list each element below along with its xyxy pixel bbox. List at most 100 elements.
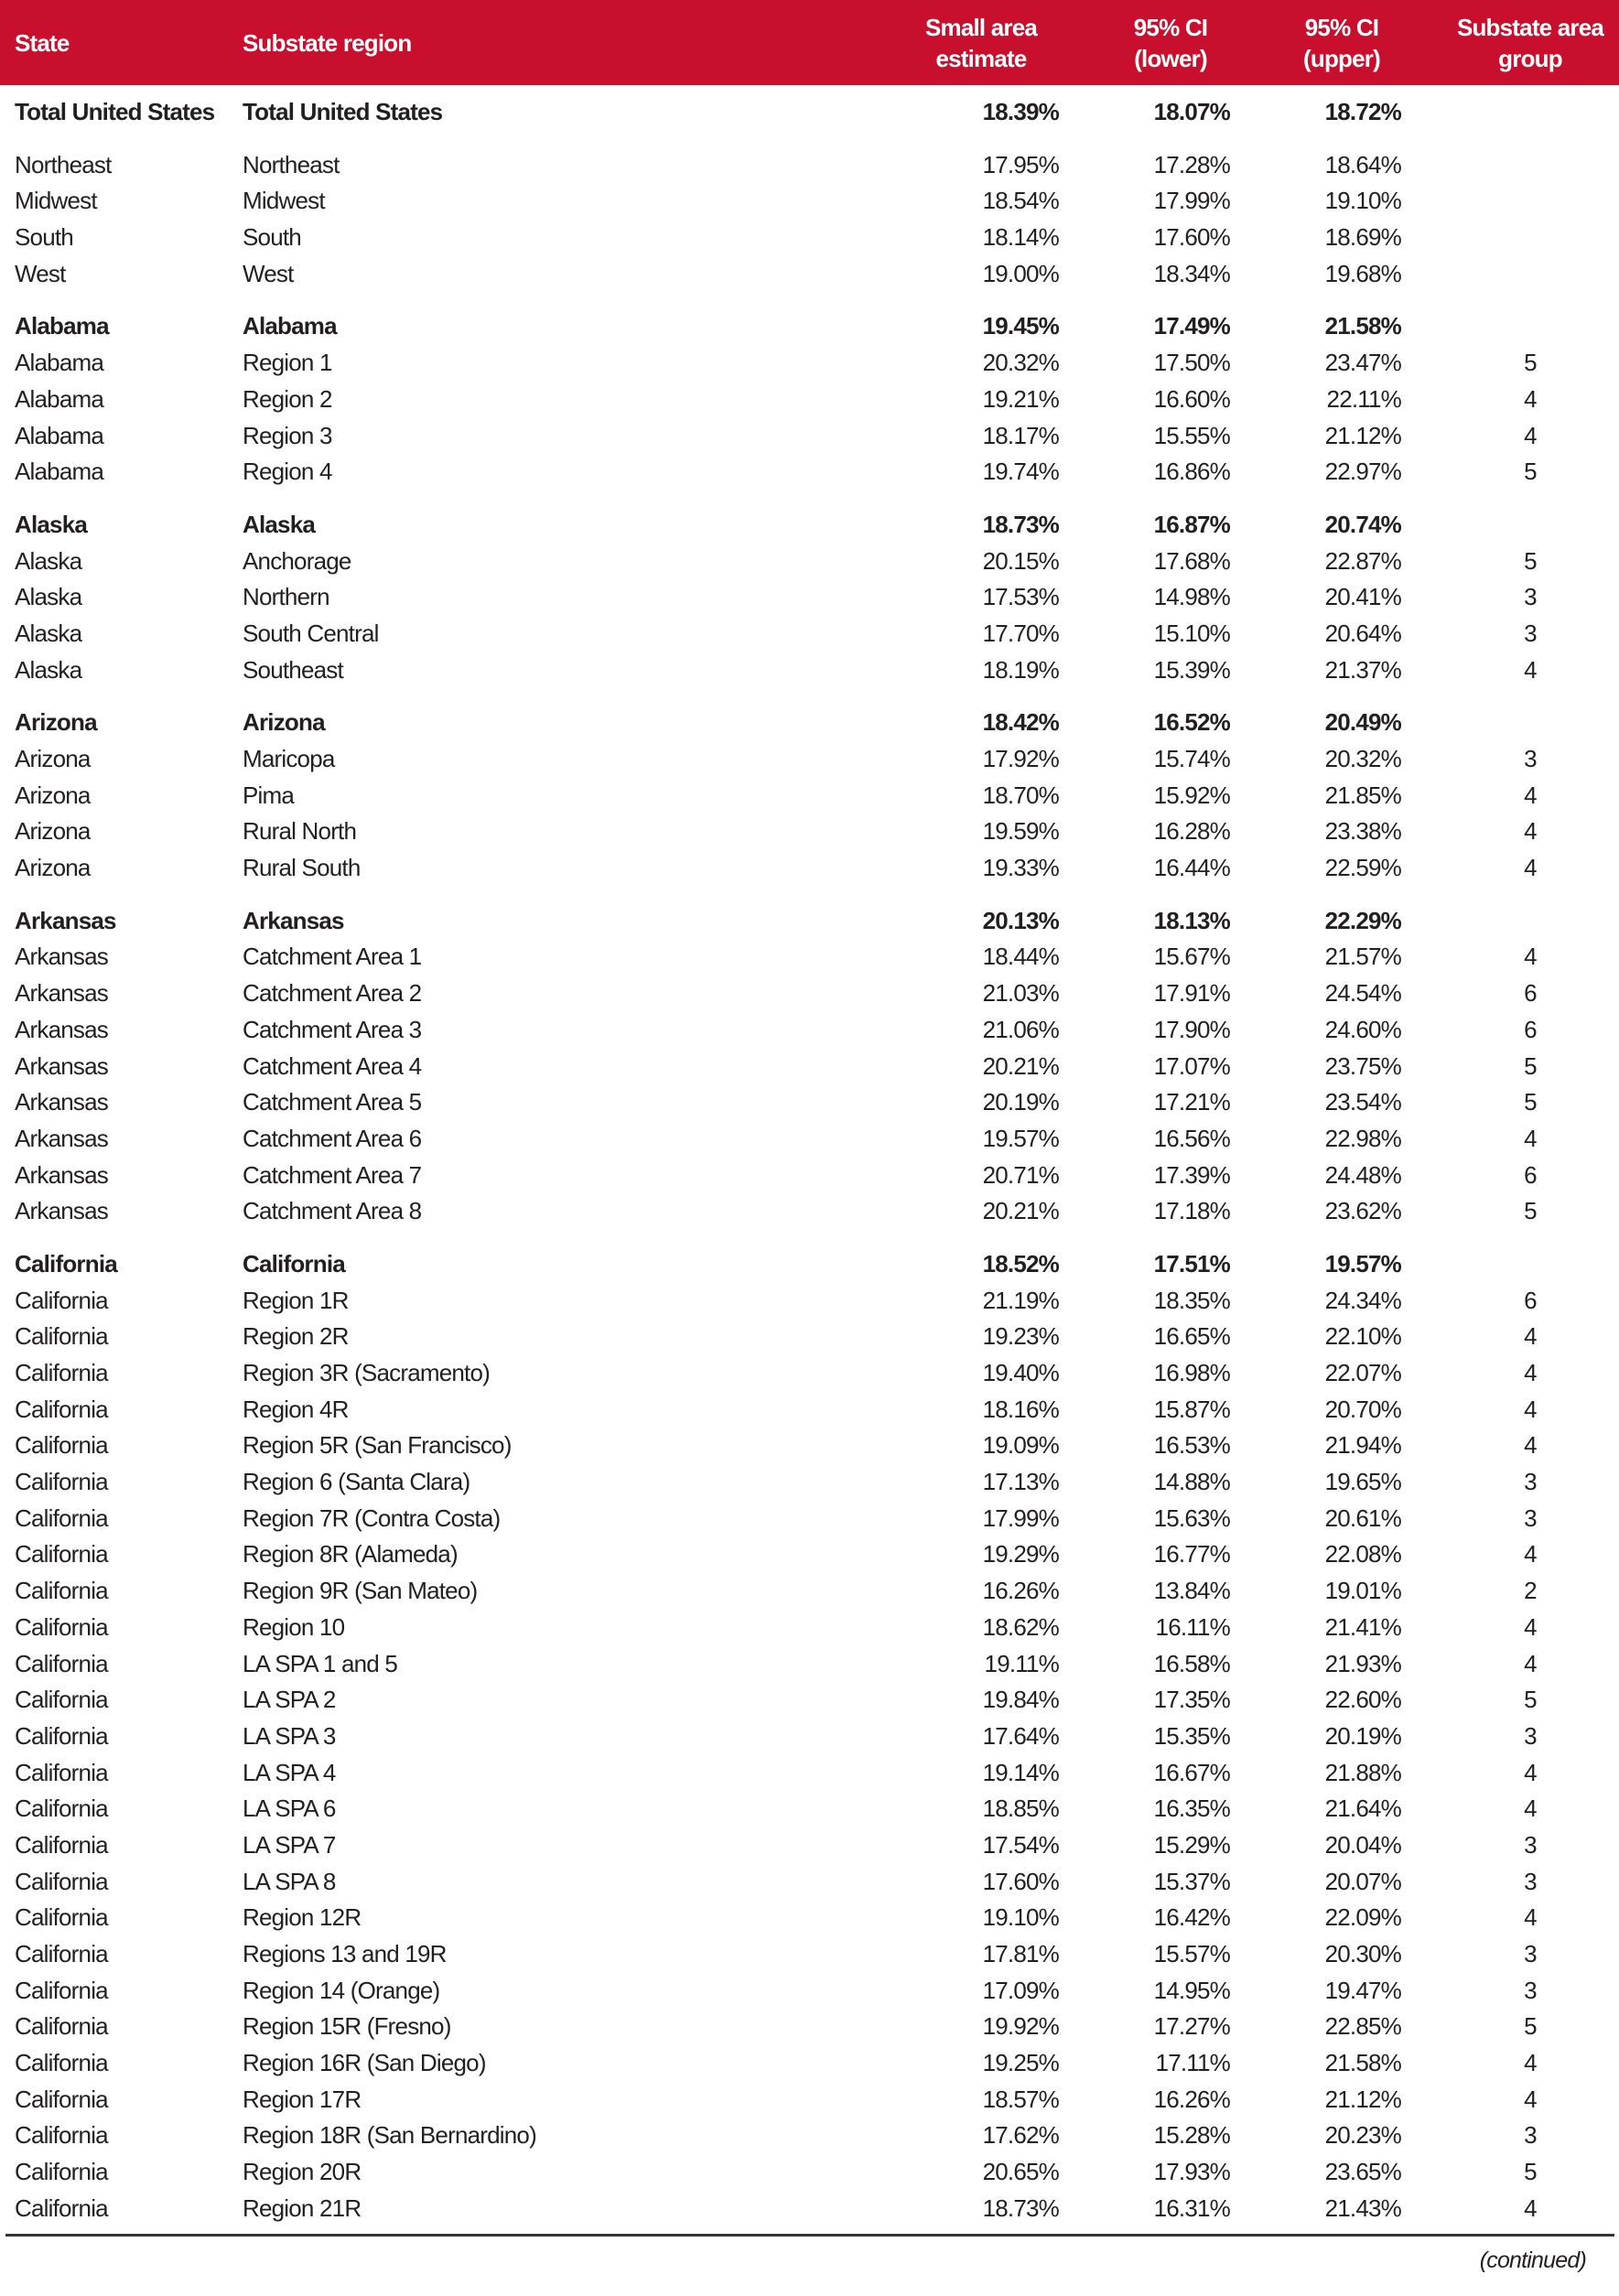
cell-area-group: 3 — [1524, 583, 1537, 611]
header-line: 95% CI — [1304, 14, 1379, 41]
cell-substate-region: Northern — [243, 583, 330, 611]
cell-state: Arkansas — [15, 1124, 109, 1152]
cell-state: California — [15, 2158, 109, 2186]
row-group: Total United States Total United States 18… — [0, 94, 1619, 131]
header-small-area-estimate: Small area estimate — [903, 12, 1059, 74]
cell-estimate: 17.70% — [982, 619, 1060, 647]
row-group: Alabama Alabama 19.45% 17.49% 21.58% Alabama R… — [0, 308, 1619, 490]
cell-estimate: 19.00% — [982, 259, 1060, 287]
cell-estimate: 19.23% — [982, 1322, 1060, 1351]
cell-substate-region: Arizona — [243, 708, 326, 737]
table-row: Alabama Region 1 20.32% 17.50% 23.47% 5 — [0, 345, 1619, 382]
cell-ci-lower: 16.98% — [1153, 1359, 1231, 1386]
table-row: Arkansas Catchment Area 6 19.57% 16.56% 22.9… — [0, 1121, 1619, 1158]
table-row: California LA SPA 2 19.84% 17.35% 22.60% 5 — [0, 1682, 1619, 1719]
cell-estimate: 17.60% — [982, 1867, 1060, 1895]
cell-substate-region: California — [243, 1249, 346, 1277]
cell-substate-region: Region 2 — [243, 384, 332, 413]
cell-substate-region: Catchment Area 4 — [243, 1051, 422, 1080]
table-row: California Region 9R (San Mateo) 16.26% 13.… — [0, 1573, 1619, 1610]
table-row: California LA SPA 8 17.60% 15.37% 20.07% 3 — [0, 1864, 1619, 1901]
cell-area-group: 2 — [1524, 1577, 1537, 1605]
table-row: California Region 12R 19.10% 16.42% 22.09% 4 — [0, 1900, 1619, 1936]
cell-ci-upper: 21.58% — [1324, 2049, 1402, 2077]
cell-state: California — [15, 1468, 109, 1496]
cell-estimate: 17.64% — [982, 1721, 1060, 1750]
cell-ci-lower: 16.28% — [1153, 817, 1231, 846]
cell-state: Arkansas — [15, 1088, 109, 1116]
table-row: Arkansas Catchment Area 7 20.71% 17.39% 24.4… — [0, 1158, 1619, 1194]
cell-ci-upper: 22.09% — [1324, 1903, 1402, 1932]
cell-ci-lower: 18.34% — [1153, 259, 1231, 287]
cell-area-group: 5 — [1524, 1686, 1537, 1714]
cell-ci-lower: 17.51% — [1153, 1249, 1231, 1277]
cell-substate-region: Regions 13 and 19R — [243, 1940, 447, 1967]
header-line: Substate area — [1456, 14, 1604, 41]
cell-ci-lower: 16.35% — [1153, 1795, 1231, 1823]
cell-ci-lower: 15.74% — [1153, 745, 1231, 772]
cell-state: Arizona — [15, 854, 91, 882]
table-row: Arizona Rural North 19.59% 16.28% 23.38% 4 — [0, 814, 1619, 850]
cell-estimate: 21.19% — [982, 1286, 1060, 1314]
cell-ci-lower: 18.07% — [1153, 98, 1231, 125]
cell-ci-lower: 17.91% — [1153, 979, 1231, 1008]
cell-state: California — [15, 1830, 109, 1859]
cell-substate-region: Catchment Area 2 — [243, 979, 422, 1008]
cell-estimate: 19.74% — [982, 458, 1060, 486]
cell-ci-upper: 21.58% — [1324, 312, 1402, 340]
row-group: Arizona Arizona 18.42% 16.52% 20.49% Arizona M… — [0, 705, 1619, 886]
cell-area-group: 4 — [1524, 2085, 1537, 2113]
cell-state: California — [15, 1867, 109, 1895]
cell-ci-upper: 20.04% — [1324, 1830, 1402, 1859]
cell-substate-region: Region 7R (Contra Costa) — [243, 1504, 501, 1532]
cell-area-group: 3 — [1524, 1830, 1537, 1859]
cell-estimate: 18.73% — [982, 2194, 1060, 2222]
cell-estimate: 18.19% — [982, 655, 1060, 684]
cell-ci-lower: 17.99% — [1153, 187, 1231, 215]
cell-state: California — [15, 1758, 109, 1786]
cell-ci-upper: 24.34% — [1324, 1286, 1402, 1314]
cell-substate-region: LA SPA 2 — [243, 1686, 336, 1714]
cell-substate-region: Region 14 (Orange) — [243, 1976, 440, 2004]
cell-area-group: 4 — [1524, 781, 1537, 809]
cell-ci-lower: 17.28% — [1153, 150, 1231, 178]
table-row: California Regions 13 and 19R 17.81% 15.57%… — [0, 1936, 1619, 1973]
cell-state: California — [15, 1721, 109, 1750]
table-row-state-total: Arizona Arizona 18.42% 16.52% 20.49% — [0, 705, 1619, 741]
cell-substate-region: Region 20R — [243, 2158, 362, 2186]
table-row: Alabama Region 3 18.17% 15.55% 21.12% 4 — [0, 418, 1619, 455]
cell-ci-lower: 16.77% — [1153, 1540, 1231, 1568]
table-row: Alabama Region 4 19.74% 16.86% 22.97% 5 — [0, 454, 1619, 490]
table-row: Northeast Northeast 17.95% 17.28% 18.64% — [0, 147, 1619, 184]
cell-estimate: 18.42% — [982, 708, 1060, 737]
cell-area-group: 3 — [1524, 1468, 1537, 1496]
cell-ci-lower: 16.58% — [1153, 1649, 1231, 1677]
cell-state: California — [15, 1504, 109, 1532]
table-row: Arkansas Catchment Area 2 21.03% 17.91% 24.5… — [0, 976, 1619, 1012]
cell-ci-upper: 20.32% — [1324, 745, 1402, 772]
cell-ci-lower: 18.13% — [1153, 906, 1231, 934]
cell-estimate: 20.19% — [982, 1088, 1060, 1116]
cell-substate-region: Region 10 — [243, 1612, 345, 1641]
table-row: California Region 6 (Santa Clara) 17.13% 14… — [0, 1464, 1619, 1501]
cell-area-group: 5 — [1524, 2158, 1537, 2186]
cell-state: California — [15, 2049, 109, 2077]
cell-ci-upper: 24.54% — [1324, 979, 1402, 1008]
cell-ci-upper: 21.88% — [1324, 1758, 1402, 1786]
header-line: (lower) — [1134, 45, 1207, 72]
cell-ci-upper: 19.57% — [1324, 1249, 1402, 1277]
cell-estimate: 17.99% — [982, 1504, 1060, 1532]
table-row: Arizona Rural South 19.33% 16.44% 22.59% 4 — [0, 850, 1619, 887]
cell-state: California — [15, 1903, 109, 1932]
cell-state: Arkansas — [15, 1051, 109, 1080]
cell-substate-region: Rural South — [243, 854, 361, 882]
cell-estimate: 18.62% — [982, 1612, 1060, 1641]
cell-ci-upper: 21.94% — [1324, 1431, 1402, 1460]
cell-substate-region: Region 3R (Sacramento) — [243, 1359, 491, 1386]
cell-estimate: 19.11% — [984, 1649, 1060, 1677]
cell-area-group: 3 — [1524, 1721, 1537, 1750]
cell-ci-upper: 20.30% — [1324, 1940, 1402, 1967]
cell-ci-upper: 20.74% — [1324, 510, 1402, 538]
cell-estimate: 18.57% — [982, 2085, 1060, 2113]
cell-estimate: 18.85% — [982, 1795, 1060, 1823]
